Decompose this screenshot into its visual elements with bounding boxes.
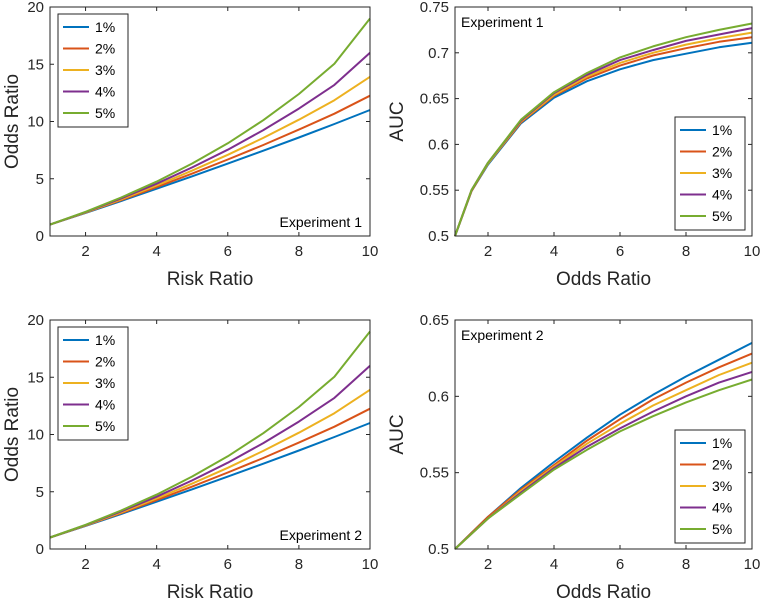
legend-label: 5% — [95, 105, 115, 121]
y-tick-label: 0.5 — [428, 228, 449, 245]
y-tick-label: 20 — [27, 0, 44, 16]
legend-label: 3% — [95, 375, 115, 391]
x-tick-label: 6 — [616, 243, 624, 260]
experiment-label: Experiment 1 — [280, 214, 363, 230]
y-tick-label: 0.65 — [420, 312, 449, 329]
x-tick-label: 2 — [81, 243, 89, 260]
legend-label: 2% — [95, 41, 115, 57]
x-tick-label: 2 — [81, 556, 89, 573]
series-line-5pct — [49, 330, 371, 539]
legend-label: 4% — [95, 397, 115, 413]
x-tick-label: 4 — [550, 556, 558, 573]
y-axis-label: Odds Ratio — [2, 74, 23, 169]
legend-label: 4% — [95, 84, 115, 100]
chart-panel-4: 2 4 6 8 10 0.5 0.55 0.6 0.65 Odds Ratio AUC Experim… — [387, 312, 760, 603]
y-tick-label: 0.55 — [420, 182, 449, 199]
y-tick-label: 10 — [27, 427, 44, 444]
x-tick-label: 10 — [362, 243, 379, 260]
legend: 1% 2% 3% 4% 5% — [57, 13, 129, 128]
y-tick-label: 5 — [36, 484, 44, 501]
legend-label: 4% — [712, 187, 732, 203]
x-tick-label: 6 — [224, 556, 232, 573]
x-tick-label: 8 — [682, 243, 690, 260]
x-tick-label: 6 — [224, 243, 232, 260]
y-tick-label: 10 — [27, 114, 44, 131]
x-tick-label: 2 — [484, 243, 492, 260]
y-tick-label: 15 — [27, 369, 44, 386]
legend-label: 5% — [712, 521, 732, 537]
y-axis-label: Odds Ratio — [2, 387, 23, 482]
x-tick-label: 10 — [744, 243, 761, 260]
y-tick-label: 0.55 — [420, 465, 449, 482]
x-tick-label: 6 — [616, 556, 624, 573]
axes-box — [454, 6, 753, 237]
series-line-5pct — [454, 378, 753, 550]
y-tick-label: 5 — [36, 171, 44, 188]
legend-label: 5% — [95, 418, 115, 434]
y-tick-label: 0.6 — [428, 136, 449, 153]
chart-panel-1: 2 4 6 8 10 0 5 10 15 20 Risk Ratio Odds Ratio Experi… — [2, 0, 378, 290]
chart-panel-2: 2 4 6 8 10 0.5 0.55 0.6 0.65 0.7 0.75 Odds Ratio AUC… — [387, 0, 760, 290]
y-tick-label: 0 — [36, 228, 44, 245]
legend-label: 2% — [95, 354, 115, 370]
x-tick-label: 2 — [484, 556, 492, 573]
y-tick-label: 0 — [36, 541, 44, 558]
x-tick-label: 4 — [152, 556, 160, 573]
legend-label: 1% — [712, 435, 732, 451]
y-tick-label: 15 — [27, 56, 44, 73]
chart-panel-3: 2 4 6 8 10 0 5 10 15 20 Risk Ratio Odds Ratio Experi… — [2, 312, 378, 603]
x-tick-label: 4 — [550, 243, 558, 260]
y-tick-label: 0.6 — [428, 388, 449, 405]
y-tick-label: 0.5 — [428, 541, 449, 558]
series-line-5pct — [454, 22, 753, 237]
experiment-label: Experiment 2 — [461, 327, 544, 343]
experiment-label: Experiment 1 — [461, 14, 544, 30]
legend: 1% 2% 3% 4% 5% — [674, 429, 746, 544]
x-axis-label: Risk Ratio — [167, 582, 254, 603]
legend-label: 2% — [712, 457, 732, 473]
x-axis-label: Odds Ratio — [556, 582, 651, 603]
x-tick-label: 8 — [295, 556, 303, 573]
legend-label: 5% — [712, 208, 732, 224]
legend-label: 4% — [712, 500, 732, 516]
legend-label: 3% — [712, 478, 732, 494]
y-tick-label: 0.75 — [420, 0, 449, 16]
x-tick-label: 8 — [295, 243, 303, 260]
legend-label: 1% — [712, 122, 732, 138]
y-axis-label: AUC — [387, 101, 408, 141]
x-tick-label: 10 — [362, 556, 379, 573]
experiment-label: Experiment 2 — [280, 527, 363, 543]
legend-label: 3% — [95, 62, 115, 78]
legend-label: 3% — [712, 165, 732, 181]
y-axis-label: AUC — [387, 414, 408, 454]
axes-box — [454, 319, 753, 550]
x-axis-label: Risk Ratio — [167, 269, 254, 290]
legend: 1% 2% 3% 4% 5% — [674, 116, 746, 231]
series-line-2pct — [454, 352, 753, 550]
legend-label: 2% — [712, 144, 732, 160]
y-tick-label: 20 — [27, 312, 44, 329]
x-axis-label: Odds Ratio — [556, 269, 651, 290]
legend-label: 1% — [95, 19, 115, 35]
legend-label: 1% — [95, 332, 115, 348]
series-line-5pct — [49, 17, 371, 226]
x-tick-label: 8 — [682, 556, 690, 573]
y-tick-label: 0.65 — [420, 91, 449, 108]
x-tick-label: 10 — [744, 556, 761, 573]
y-tick-label: 0.7 — [428, 45, 449, 62]
legend: 1% 2% 3% 4% 5% — [57, 326, 129, 441]
x-tick-label: 4 — [152, 243, 160, 260]
